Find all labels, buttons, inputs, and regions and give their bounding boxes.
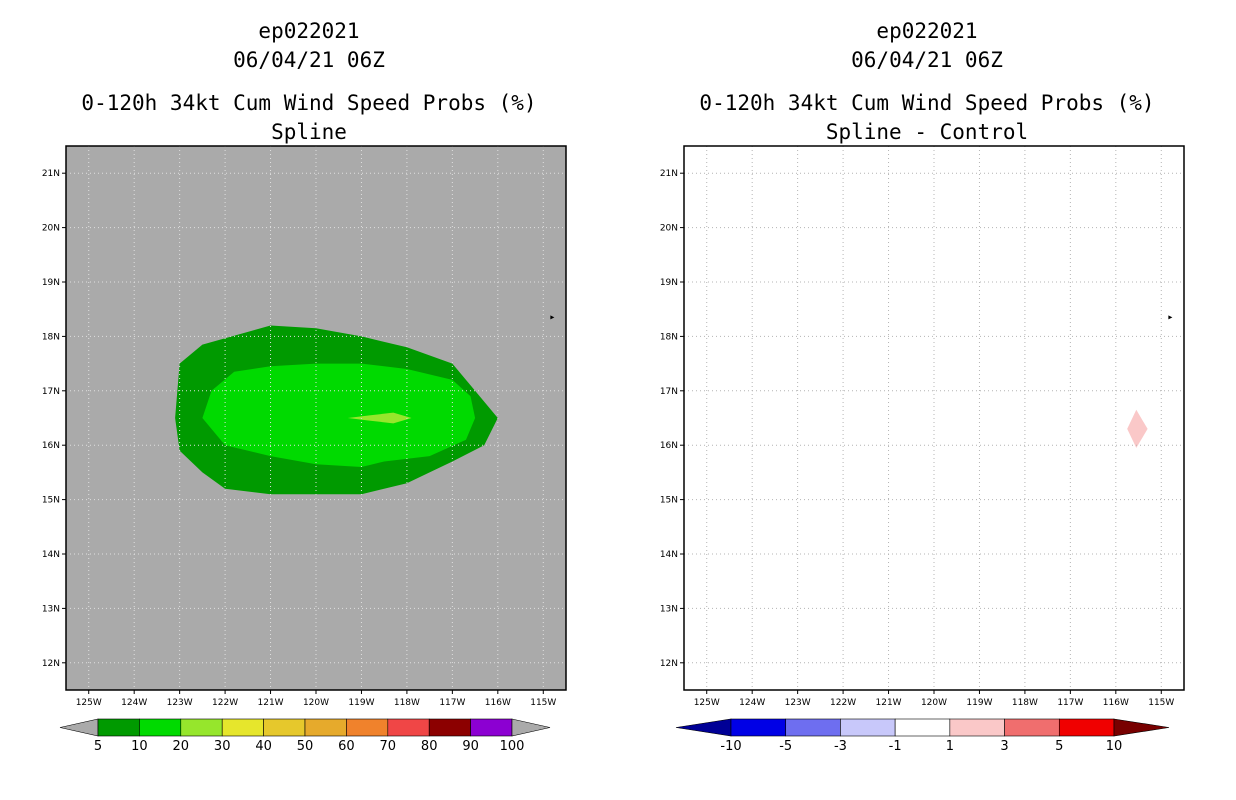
right-colorbar-label: 5 bbox=[1055, 739, 1063, 754]
right-method: Spline - Control bbox=[825, 120, 1029, 144]
left-y-tick-label: 15N bbox=[42, 496, 60, 506]
left-colorbar-bin bbox=[221, 718, 264, 737]
left-colorbar-bin bbox=[304, 718, 347, 737]
left-y-tick-label: 18N bbox=[42, 332, 60, 342]
left-contour-20-30 bbox=[347, 412, 412, 424]
left-colorbar-label: 60 bbox=[338, 739, 355, 754]
right-colorbar-bin bbox=[785, 718, 841, 737]
left-colorbar-bin bbox=[346, 718, 389, 737]
left-y-tick-label: 20N bbox=[42, 224, 60, 234]
right-colorbar-label: -10 bbox=[720, 739, 741, 754]
right-x-tick-label: 118W bbox=[1012, 698, 1038, 708]
right-x-tick-label: 116W bbox=[1103, 698, 1129, 708]
left-colorbar-label: 20 bbox=[173, 739, 190, 754]
left-colorbar-label: 100 bbox=[500, 739, 525, 754]
right-colorbar-bin bbox=[894, 718, 951, 737]
left-x-tick-label: 115W bbox=[530, 698, 556, 708]
right-contour-1-3 bbox=[1127, 409, 1148, 448]
left-y-tick-label: 14N bbox=[42, 550, 60, 560]
right-x-tick-label: 122W bbox=[830, 698, 856, 708]
right-y-tick-label: 15N bbox=[660, 496, 678, 506]
right-title: ep022021 bbox=[876, 19, 978, 43]
left-colorbar-label: 90 bbox=[462, 739, 479, 754]
right-storm-marker bbox=[1168, 315, 1173, 320]
right-y-tick-label: 17N bbox=[660, 387, 678, 397]
right-subtitle: 06/04/21 06Z bbox=[851, 48, 1003, 72]
right-colorbar-bin bbox=[1004, 718, 1060, 737]
right-colorbar-bin bbox=[730, 718, 787, 737]
left-colorbar-bin bbox=[180, 718, 223, 737]
left-colorbar-label: 10 bbox=[131, 739, 148, 754]
left-x-tick-label: 117W bbox=[439, 698, 465, 708]
left-y-tick-label: 16N bbox=[42, 441, 60, 451]
left-colorbar-bin bbox=[139, 718, 182, 737]
left-title: ep022021 bbox=[258, 19, 360, 43]
right-x-tick-label: 119W bbox=[966, 698, 992, 708]
right-y-tick-label: 21N bbox=[660, 169, 678, 179]
right-colorbar-label: 10 bbox=[1106, 739, 1123, 754]
left-storm-marker bbox=[550, 315, 555, 320]
right-y-tick-label: 13N bbox=[660, 604, 678, 614]
right-colorbar-label: 3 bbox=[1000, 739, 1008, 754]
right-y-tick-label: 14N bbox=[660, 550, 678, 560]
left-x-tick-label: 123W bbox=[167, 698, 193, 708]
right-x-tick-label: 115W bbox=[1148, 698, 1174, 708]
right-x-tick-label: 121W bbox=[876, 698, 902, 708]
left-colorbar-end-high bbox=[511, 718, 551, 737]
left-colorbar-label: 40 bbox=[255, 739, 272, 754]
left-colorbar-label: 50 bbox=[297, 739, 314, 754]
left-x-tick-label: 116W bbox=[485, 698, 511, 708]
right-colorbar-label: 1 bbox=[946, 739, 954, 754]
right-colorbar-label: -1 bbox=[889, 739, 902, 754]
left-y-tick-label: 21N bbox=[42, 169, 60, 179]
left-y-tick-label: 13N bbox=[42, 604, 60, 614]
left-subtitle: 06/04/21 06Z bbox=[233, 48, 385, 72]
right-x-tick-label: 124W bbox=[739, 698, 765, 708]
right-colorbar-label: -5 bbox=[779, 739, 792, 754]
left-colorbar-label: 80 bbox=[421, 739, 438, 754]
right-colorbar-end-low bbox=[675, 718, 732, 737]
left-colorbar-bin bbox=[428, 718, 471, 737]
left-colorbar-end-low bbox=[59, 718, 99, 737]
right-y-tick-label: 12N bbox=[660, 659, 678, 669]
left-colorbar-bin bbox=[97, 718, 140, 737]
right-y-tick-label: 20N bbox=[660, 224, 678, 234]
right-colorbar-bin bbox=[1058, 718, 1115, 737]
left-heading: 0-120h 34kt Cum Wind Speed Probs (%) bbox=[81, 91, 537, 115]
left-y-tick-label: 12N bbox=[42, 659, 60, 669]
right-colorbar-end-high bbox=[1113, 718, 1170, 737]
left-contour-10-20 bbox=[202, 363, 476, 467]
left-x-tick-label: 124W bbox=[121, 698, 147, 708]
left-colorbar-bin bbox=[470, 718, 513, 737]
left-x-tick-label: 119W bbox=[348, 698, 374, 708]
right-x-tick-label: 117W bbox=[1057, 698, 1083, 708]
right-heading: 0-120h 34kt Cum Wind Speed Probs (%) bbox=[699, 91, 1155, 115]
left-colorbar-label: 5 bbox=[94, 739, 102, 754]
right-colorbar-label: -3 bbox=[834, 739, 847, 754]
right-y-tick-label: 16N bbox=[660, 441, 678, 451]
right-x-tick-label: 123W bbox=[785, 698, 811, 708]
left-colorbar-bin bbox=[387, 718, 430, 737]
left-x-tick-label: 122W bbox=[212, 698, 238, 708]
right-y-tick-label: 18N bbox=[660, 332, 678, 342]
left-y-tick-label: 17N bbox=[42, 387, 60, 397]
left-colorbar-bin bbox=[263, 718, 306, 737]
left-method: Spline bbox=[271, 120, 347, 144]
left-x-tick-label: 125W bbox=[76, 698, 102, 708]
left-x-tick-label: 120W bbox=[303, 698, 329, 708]
right-colorbar-bin bbox=[840, 718, 896, 737]
left-x-tick-label: 121W bbox=[258, 698, 284, 708]
left-x-tick-label: 118W bbox=[394, 698, 420, 708]
left-colorbar-label: 30 bbox=[214, 739, 231, 754]
left-y-tick-label: 19N bbox=[42, 278, 60, 288]
right-x-tick-label: 120W bbox=[921, 698, 947, 708]
left-colorbar-label: 70 bbox=[380, 739, 397, 754]
right-colorbar-bin bbox=[949, 718, 1005, 737]
right-y-tick-label: 19N bbox=[660, 278, 678, 288]
right-x-tick-label: 125W bbox=[694, 698, 720, 708]
